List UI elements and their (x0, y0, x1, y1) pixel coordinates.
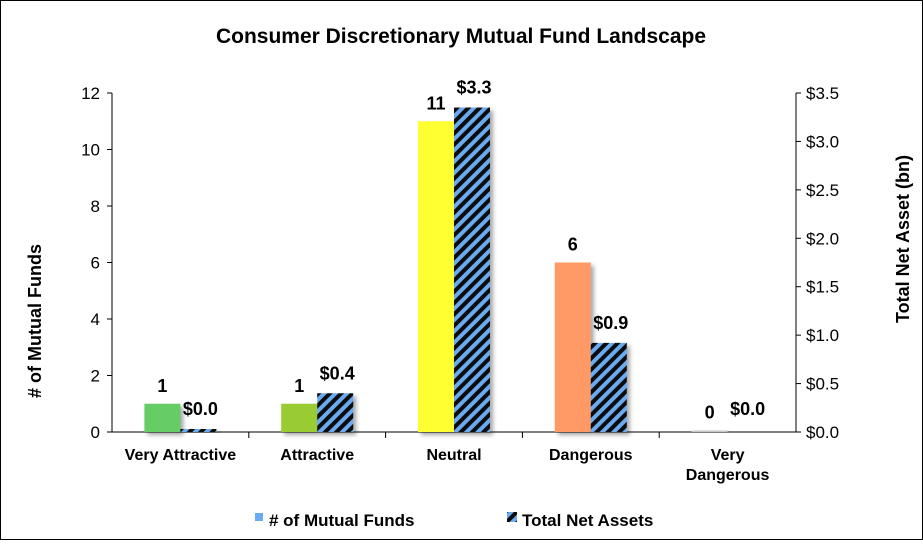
y-right-tick-label: $0.0 (806, 423, 839, 442)
y-left-tick-label: 10 (81, 141, 100, 160)
data-label-mutual-funds: 11 (426, 93, 445, 113)
bar-mutual-funds (281, 403, 318, 432)
bar-total-net-assets (454, 107, 490, 433)
y-right-tick-label: $1.5 (806, 278, 839, 297)
x-category-label: Attractive (280, 447, 354, 464)
y-right-tick-label: $2.0 (806, 229, 839, 248)
y-right-tick-label: $0.5 (806, 375, 839, 394)
bar-mutual-funds (691, 430, 728, 432)
x-category-label: Very (711, 447, 745, 464)
data-label-mutual-funds: 1 (157, 376, 167, 396)
y-right-tick-label: $1.0 (806, 326, 839, 345)
data-label-mutual-funds: 6 (568, 235, 578, 255)
y-left-tick-label: 4 (91, 310, 100, 329)
axes: 024681012$0.0$0.5$1.0$1.5$2.0$2.5$3.0$3.… (81, 84, 839, 484)
data-label-total-net-assets: $0.9 (593, 313, 628, 333)
bar-total-net-assets (317, 393, 354, 432)
bar-mutual-funds (418, 121, 454, 432)
y-left-tick-label: 0 (91, 423, 100, 442)
data-label-total-net-assets: $3.3 (456, 78, 491, 98)
legend-swatch-mutual-funds (255, 513, 263, 521)
y-left-tick-label: 8 (91, 197, 100, 216)
bar-total-net-assets (590, 342, 627, 432)
legend-label-total-net-assets: Total Net Assets (522, 511, 653, 530)
x-category-label: Neutral (426, 447, 481, 464)
legend: # of Mutual Funds Total Net Assets (255, 511, 653, 530)
bar-mutual-funds (144, 403, 181, 432)
y-left-axis-label: # of Mutual Funds (25, 244, 45, 398)
data-label-total-net-assets: $0.4 (320, 363, 355, 383)
y-right-axis-label: Total Net Asset (bn) (893, 155, 913, 323)
bars (144, 107, 728, 433)
data-labels: 1 $0.0 1 $0.4 11 $3.3 6 $0.9 0 $0.0 (157, 78, 765, 423)
legend-label-mutual-funds: # of Mutual Funds (269, 511, 414, 530)
x-category-label: Very Attractive (125, 447, 237, 464)
legend-swatch-total-net-assets (507, 512, 517, 522)
data-label-mutual-funds: 0 (705, 403, 715, 423)
x-category-label: Dangerous (549, 447, 633, 464)
x-category-label: Dangerous (686, 467, 770, 484)
y-right-tick-label: $2.5 (806, 181, 839, 200)
data-label-total-net-assets: $0.0 (730, 399, 765, 419)
bar-total-net-assets (180, 429, 217, 432)
y-right-tick-label: $3.5 (806, 84, 839, 103)
y-left-tick-label: 6 (91, 254, 100, 273)
y-right-tick-label: $3.0 (806, 132, 839, 151)
data-label-total-net-assets: $0.0 (183, 399, 218, 419)
data-label-mutual-funds: 1 (294, 376, 304, 396)
y-left-tick-label: 2 (91, 367, 100, 386)
bar-mutual-funds (554, 262, 591, 432)
chart-title: Consumer Discretionary Mutual Fund Lands… (216, 25, 706, 48)
y-left-tick-label: 12 (81, 84, 100, 103)
